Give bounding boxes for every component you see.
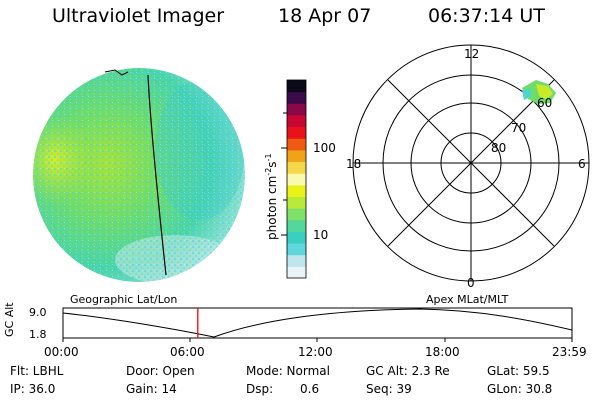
apex-caption: Apex MLat/MLT: [426, 293, 509, 306]
colorbar-frame: [286, 79, 307, 279]
gc-alt-info: GC Alt: 2.3 Re: [366, 364, 450, 378]
polar-diag-2: [387, 79, 555, 247]
colorbar-stripe: [287, 138, 306, 151]
seq-info: Seq: 39: [366, 382, 412, 396]
app-title: Ultraviolet Imager: [52, 5, 225, 27]
colorbar-stripe: [287, 91, 306, 104]
aurora-patch: [522, 80, 556, 104]
colorbar-stripe: [287, 126, 306, 139]
mode-info: Mode: Normal: [246, 364, 330, 378]
colorbar-stripe: [287, 254, 306, 267]
colorbar-stripe: [287, 161, 306, 174]
coastline-fragment: [104, 69, 129, 76]
dsp-value: 0.6: [300, 382, 320, 396]
dsp-label: Dsp:: [246, 382, 274, 396]
ip-info: IP: 36.0: [10, 382, 56, 396]
colorbar-stripe: [287, 243, 306, 256]
colorbar-stripe: [287, 173, 306, 186]
colorbar-stripe: [287, 80, 306, 93]
colorbar-stripe: [287, 266, 306, 279]
mlt-label-18: 18: [346, 157, 362, 171]
timeline-ytick-high: 9.0: [29, 306, 47, 319]
glat-info: GLat: 59.5: [487, 364, 550, 378]
timeline-xtick-2: 12:00: [298, 345, 333, 359]
timeline-ytick-low: 1.8: [29, 328, 47, 341]
time-label: 06:37:14 UT: [428, 5, 545, 27]
lat-label-80: 80: [491, 141, 507, 155]
mlt-label-6: 6: [578, 157, 586, 171]
colorbar-stripe: [287, 219, 306, 232]
timeline-xtick-4: 23:59: [552, 345, 587, 359]
colorbar-tick-label-100: 100: [313, 141, 336, 155]
mlt-label-12: 12: [464, 47, 480, 61]
colorbar-stripe: [287, 103, 306, 116]
lat-label-70: 70: [511, 121, 527, 135]
lat-label-60: 60: [537, 96, 553, 110]
glon-info: GLon: 30.8: [487, 382, 553, 396]
colorbar-stripe: [287, 231, 306, 244]
timeline-xtick-1: 06:00: [170, 345, 205, 359]
colorbar-stripe: [287, 196, 306, 209]
colorbar: [287, 80, 306, 279]
colorbar-stripe: [287, 184, 306, 197]
door-info: Door: Open: [126, 364, 195, 378]
geographic-caption: Geographic Lat/Lon: [70, 293, 178, 306]
timeline-xtick-0: 00:00: [44, 345, 79, 359]
gain-info: Gain: 14: [126, 382, 177, 396]
colorbar-stripe: [287, 208, 306, 221]
timeline-xtick-3: 18:00: [425, 345, 460, 359]
mlt-label-0: 0: [467, 276, 475, 290]
date-label: 18 Apr 07: [278, 5, 372, 27]
orbit-altitude-curve: [62, 308, 573, 338]
colorbar-stripe: [287, 114, 306, 128]
filter-info: Flt: LBHL: [10, 364, 64, 378]
meridian-line: [147, 74, 167, 276]
colorbar-tick-label-10: 10: [313, 228, 329, 242]
colorbar-stripe: [287, 149, 306, 163]
